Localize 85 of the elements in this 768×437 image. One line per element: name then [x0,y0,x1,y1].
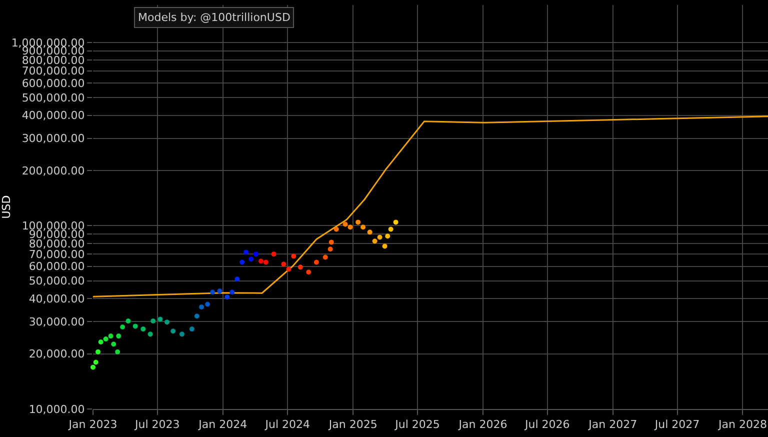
y-tick-label: 60,000.00 [28,260,85,274]
point [95,349,100,354]
point [240,260,245,265]
point [328,246,333,252]
point [205,302,210,307]
point [291,254,296,259]
x-tick-label: Jan 2027 [588,418,638,432]
point [263,260,268,265]
point [189,326,194,332]
point [298,264,303,270]
point [314,260,319,265]
point [286,266,292,272]
x-tick-label: Jul 2025 [394,418,440,432]
point [328,240,334,245]
point [322,254,328,260]
x-tick-label: Jan 2023 [68,418,118,432]
y-tick-label: 30,000.00 [28,315,85,328]
y-tick-label: 1,000,000.00 [11,36,85,50]
y-tick-label: 70,000.00 [28,248,85,261]
point [217,288,222,294]
point [210,290,216,295]
point [140,326,146,332]
y-tick-label: 50,000.00 [28,274,85,288]
point [224,294,230,300]
point [334,226,339,232]
point [385,234,390,239]
point [306,270,312,275]
point [164,320,170,325]
point [360,224,366,230]
x-tick-label: Jul 2026 [524,418,570,432]
point [342,222,348,227]
y-tick-label: 500,000.00 [22,91,85,104]
point [356,220,361,225]
point [111,342,116,347]
line-series [93,116,768,298]
point [393,220,398,225]
x-tick-label: Jul 2023 [134,418,180,432]
point [93,360,98,365]
x-tick-label: Jan 2024 [198,418,248,432]
point [388,226,394,232]
y-tick-label: 400,000.00 [22,109,85,122]
y-tick-label: 200,000.00 [22,164,85,178]
point [367,230,372,235]
point [199,304,204,310]
point [253,252,258,257]
point [116,334,122,339]
point [382,244,388,249]
annotation: Models by: @100trillionUSD [138,11,290,24]
y-tick-label: 600,000.00 [22,76,85,90]
point [126,318,131,324]
point [348,224,353,230]
point [271,252,276,257]
point [90,364,96,370]
y-tick-label: 20,000.00 [28,348,85,361]
y-axis-title: USD [0,195,13,219]
point [98,340,104,345]
point [120,324,126,330]
x-tick-label: Jan 2028 [718,418,767,432]
point [377,234,382,240]
point [244,250,248,255]
x-tick-label: Jan 2025 [328,418,378,432]
point [132,324,138,329]
point [194,314,200,319]
x-tick-label: Jul 2027 [654,418,700,432]
point [103,336,108,342]
x-tick-label: Jul 2024 [264,418,310,432]
y-tick-label: 700,000.00 [22,64,85,78]
point [234,276,240,282]
point [372,238,378,244]
y-tick-label: 300,000.00 [22,132,85,146]
x-tick-label: Jan 2026 [458,418,508,432]
point [230,290,235,295]
point [179,332,184,337]
point [150,318,156,324]
y-tick-label: 40,000.00 [28,292,85,306]
y-tick-label: 800,000.00 [22,54,85,68]
y-tick-label: 10,000.00 [28,402,85,416]
point [170,328,176,334]
point [258,258,264,264]
point [148,332,153,337]
point [248,256,254,262]
point [108,334,114,339]
point [115,349,120,354]
point [158,316,163,322]
point [281,262,286,267]
